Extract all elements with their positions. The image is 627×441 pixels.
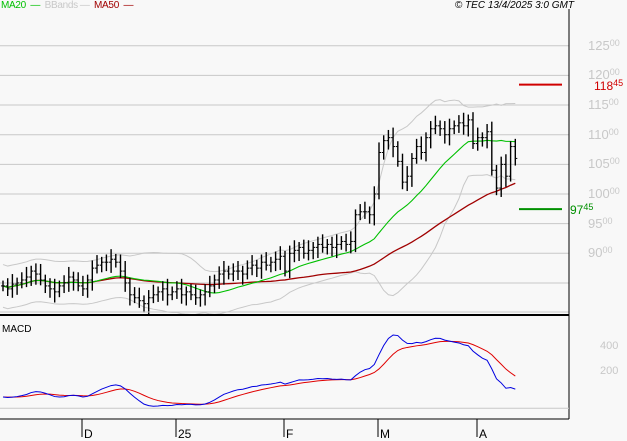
macd-signal-line [2, 340, 516, 405]
y-tick-label: 9500 [588, 215, 613, 231]
y-tick-label: 9000 [588, 245, 613, 261]
bband-lower [2, 174, 516, 316]
y-tick-label: 10500 [588, 156, 620, 172]
macd-line [2, 334, 516, 407]
x-tick-label: M [380, 427, 390, 441]
legend: MA20 — BBands — MA50 — [1, 0, 135, 11]
macd-tick-label: 400 [600, 340, 619, 352]
legend-ma20: MA20 — [1, 0, 41, 11]
ma50-line [2, 182, 516, 289]
macd-title: MACD [2, 324, 32, 335]
y-tick-label: 11000 [588, 126, 619, 142]
x-tick-label: A [479, 427, 488, 441]
y-tick-label: 12000 [588, 67, 620, 83]
y-tick-label: 11500 [588, 97, 619, 113]
legend-bbands: BBands — [44, 0, 90, 11]
y-tick-label: 10000 [588, 186, 620, 201]
bband-upper [2, 99, 516, 273]
timestamp: © TEC 13/4/2025 3:0 GMT [454, 0, 574, 11]
macd-tick-label: 200 [600, 365, 619, 377]
legend-ma50: MA50 — [94, 0, 134, 11]
x-tick-label: D [84, 427, 93, 441]
support-label: 9745 [570, 202, 594, 218]
resistance-label: 11845 [594, 77, 624, 93]
x-tick-label: F [286, 427, 294, 441]
ma20-line [2, 139, 516, 294]
x-tick-label: 25 [178, 427, 192, 441]
y-tick-label: 12500 [588, 37, 620, 53]
